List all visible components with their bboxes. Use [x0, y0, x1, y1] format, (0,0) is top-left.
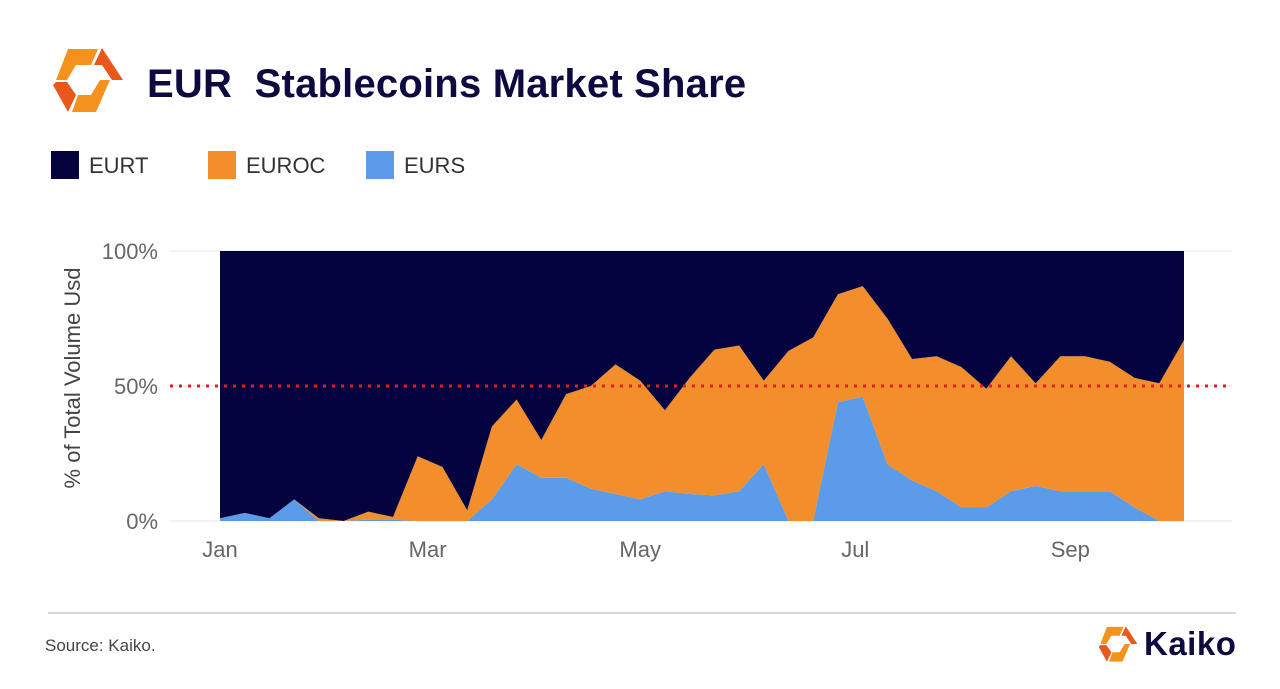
x-tick-label: May: [619, 537, 661, 562]
legend-label-euroc: EUROC: [246, 153, 326, 178]
x-axis-ticks: Jan Mar May Jul Sep: [202, 537, 1090, 562]
legend-label-eurs: EURS: [404, 153, 466, 178]
page-title: EUR Stablecoins Market Share: [147, 62, 747, 106]
y-tick-label: 0%: [126, 509, 158, 534]
footer-divider: [48, 612, 1236, 614]
y-tick-label: 100%: [102, 239, 158, 264]
chart-areas: [220, 251, 1184, 521]
area-eurs: [220, 396, 1184, 521]
y-axis-label: % of Total Volume Usd: [60, 268, 85, 489]
y-tick-label: 50%: [114, 374, 158, 399]
legend-swatch-eurt: [51, 151, 79, 179]
legend-swatch-euroc: [208, 151, 236, 179]
area-eurt: [220, 251, 1184, 521]
y-axis-ticks: 100% 50% 0%: [102, 239, 158, 534]
x-tick-label: Jan: [202, 537, 237, 562]
x-tick-label: Jul: [841, 537, 869, 562]
legend-label-eurt: EURT: [89, 153, 149, 178]
market-share-chart: 100% 50% 0% Jan Mar May Jul Sep % of Total Vol…: [60, 239, 1232, 562]
kaiko-hexagon-icon: [1098, 626, 1138, 662]
x-tick-label: Sep: [1051, 537, 1090, 562]
brand-mark: Kaiko: [1097, 624, 1247, 666]
brand-name: Kaiko: [1144, 625, 1237, 662]
source-note: Source: Kaiko.: [45, 636, 156, 655]
x-tick-label: Mar: [409, 537, 447, 562]
kaiko-logo-icon: [53, 48, 123, 112]
legend-swatch-eurs: [366, 151, 394, 179]
area-euroc: [220, 286, 1184, 521]
